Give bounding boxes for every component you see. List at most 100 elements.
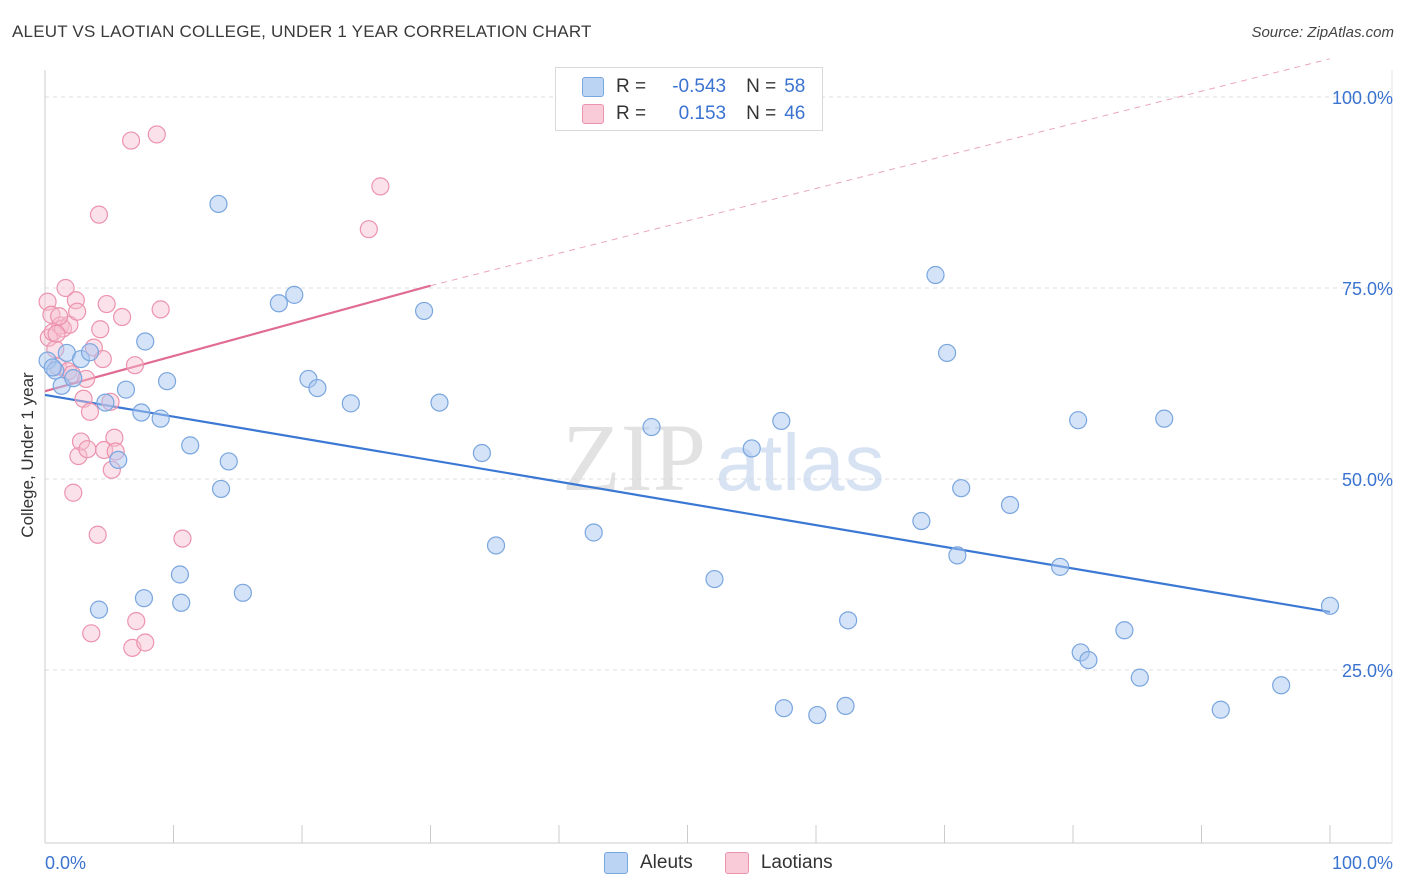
legend-r-value: -0.543 xyxy=(672,76,727,97)
trendlines xyxy=(44,58,1331,614)
laotians-point xyxy=(80,402,100,421)
laotians-point xyxy=(151,300,170,319)
aleuts-point xyxy=(1320,596,1340,615)
laotians-point xyxy=(127,612,146,631)
aleuts-points xyxy=(38,194,1340,725)
y-tick-label: 100.0% xyxy=(1332,88,1393,108)
aleuts-point xyxy=(742,439,761,458)
aleuts-point xyxy=(151,409,170,428)
aleuts-swatch xyxy=(582,77,604,97)
y-tick-label: 25.0% xyxy=(1342,661,1393,681)
watermark-atlas: atlas xyxy=(716,418,885,507)
aleuts-point xyxy=(1000,495,1020,515)
aleuts-legend-label: Aleuts xyxy=(640,852,693,873)
aleuts-point xyxy=(211,479,231,499)
y-tick-label: 50.0% xyxy=(1342,470,1393,490)
aleuts-point xyxy=(486,536,506,555)
aleuts-point xyxy=(219,452,238,471)
aleuts-point xyxy=(170,565,190,584)
aleuts-point xyxy=(96,393,115,412)
y-tick-label: 75.0% xyxy=(1342,279,1393,299)
aleuts-point xyxy=(1115,621,1134,640)
source-label: Source: ZipAtlas.com xyxy=(1251,24,1394,41)
aleuts-legend-swatch xyxy=(604,852,628,874)
aleuts-point xyxy=(937,343,957,363)
laotians-trendline-extension xyxy=(430,58,1331,287)
laotians-trendline xyxy=(44,284,431,393)
aleuts-point xyxy=(209,194,228,214)
laotians-point xyxy=(136,633,155,652)
laotians-point xyxy=(173,529,192,548)
laotians-point xyxy=(82,624,101,643)
aleuts-point xyxy=(136,332,155,351)
laotians-swatch xyxy=(582,104,604,124)
laotians-point xyxy=(359,220,378,239)
aleuts-point xyxy=(952,479,971,498)
aleuts-point xyxy=(430,393,449,412)
laotians-point xyxy=(68,302,87,321)
legend-r-label: R = xyxy=(616,76,647,97)
aleuts-point xyxy=(1272,676,1291,695)
aleuts-point xyxy=(172,593,191,612)
aleuts-trendline xyxy=(44,393,1331,614)
legend-row-laotians: R = 0.153 N = 46 xyxy=(582,101,805,127)
aleuts-point xyxy=(308,378,327,398)
aleuts-point xyxy=(926,265,945,285)
aleuts-point xyxy=(269,294,288,313)
aleuts-point xyxy=(584,523,603,542)
aleuts-point xyxy=(116,380,136,399)
aleuts-point xyxy=(80,343,100,362)
aleuts-point xyxy=(157,372,177,391)
laotians-point xyxy=(112,307,132,327)
y-axis-label: College, Under 1 year xyxy=(18,372,37,538)
aleuts-point xyxy=(233,583,252,602)
laotians-point xyxy=(95,440,114,460)
aleuts-point xyxy=(109,450,128,469)
laotians-point xyxy=(71,432,91,451)
tick-labels: 100.0% 75.0% 50.0% 25.0% 0.0% 100.0% xyxy=(45,88,1393,873)
laotians-point xyxy=(47,324,66,343)
aleuts-point xyxy=(341,394,360,413)
chart-title: ALEUT VS LAOTIAN COLLEGE, UNDER 1 YEAR C… xyxy=(12,22,592,41)
aleuts-point xyxy=(414,301,434,321)
aleuts-point xyxy=(1051,557,1070,576)
laotians-legend-label: Laotians xyxy=(760,852,833,873)
laotians-point xyxy=(64,483,83,502)
aleuts-point xyxy=(836,696,855,716)
laotians-point xyxy=(125,356,145,375)
aleuts-point xyxy=(808,705,827,725)
legend-r-label: R = xyxy=(616,103,647,124)
x-tick-label: 100.0% xyxy=(1332,853,1393,873)
aleuts-point xyxy=(1155,409,1174,428)
aleuts-point xyxy=(1079,650,1098,670)
aleuts-point xyxy=(285,285,304,304)
aleuts-point xyxy=(705,569,724,589)
aleuts-point xyxy=(43,358,62,377)
laotians-point xyxy=(147,125,166,144)
series-legend: Aleuts Laotians xyxy=(604,852,865,874)
correlation-legend: R = -0.543 N = 58 R = 0.153 N = 46 xyxy=(555,67,823,131)
laotians-point xyxy=(88,525,107,544)
legend-n-value: 58 xyxy=(784,76,806,97)
aleuts-point xyxy=(948,546,967,565)
aleuts-point xyxy=(839,611,858,630)
aleuts-point xyxy=(1130,668,1149,687)
legend-r-value: 0.153 xyxy=(678,103,727,124)
aleuts-point xyxy=(912,511,931,531)
aleuts-point xyxy=(181,436,200,455)
legend-item-aleuts: Aleuts xyxy=(604,852,693,874)
aleuts-point xyxy=(774,699,793,718)
laotians-point xyxy=(78,440,97,459)
axes xyxy=(44,70,1393,844)
aleuts-point xyxy=(472,443,491,463)
laotians-point xyxy=(50,307,69,326)
x-tick-label: 0.0% xyxy=(45,853,86,873)
watermark: ZIP atlas xyxy=(562,404,884,511)
laotians-point xyxy=(91,320,110,339)
legend-n-label: N = xyxy=(746,76,777,97)
laotians-point xyxy=(97,294,116,314)
aleuts-point xyxy=(1069,411,1088,430)
laotians-point xyxy=(121,131,141,150)
laotians-point xyxy=(56,278,75,298)
